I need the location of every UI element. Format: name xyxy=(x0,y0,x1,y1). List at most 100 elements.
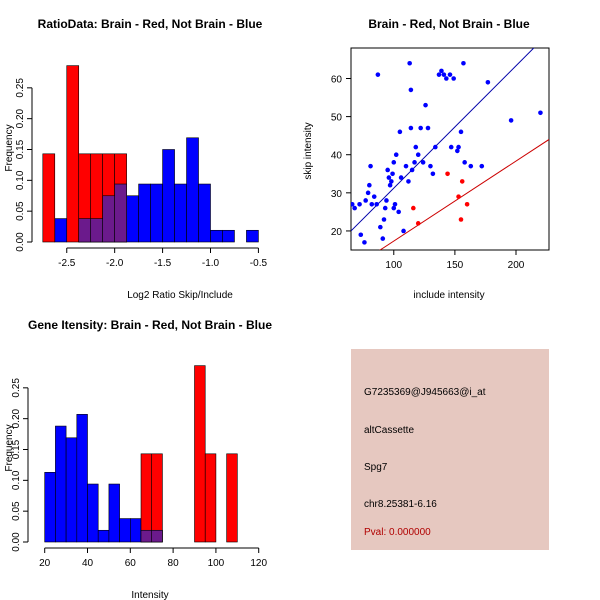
ratio-histogram-bar-not-brain-1 xyxy=(54,218,68,243)
ratio-histogram-bar-not-brain-7 xyxy=(126,195,139,243)
intensity-scatter-point-not-brain-56 xyxy=(458,129,464,135)
intensity-scatter-point-not-brain-16 xyxy=(382,205,388,211)
intensity-scatter-point-not-brain-63 xyxy=(538,110,543,116)
intensity-scatter-point-not-brain-13 xyxy=(378,224,383,230)
intensity-scatter-point-not-brain-19 xyxy=(386,175,392,180)
intensity-scatter-point-brain-6 xyxy=(464,201,470,207)
gene-intensity-histogram-x-tick-label-0: 20 xyxy=(39,558,51,569)
intensity-scatter-point-brain-4 xyxy=(458,217,464,222)
ratio-histogram-y-tick-label-3: 0.15 xyxy=(15,139,26,159)
ratio-histogram-x-tick-label-1: -2.0 xyxy=(106,258,124,269)
gene-intensity-histogram-bar-overlap-10 xyxy=(151,529,163,543)
gene-intensity-histogram-bar-brain-14 xyxy=(194,365,206,543)
intensity-scatter-point-not-brain-31 xyxy=(403,163,409,169)
ratio-histogram: RatioData: Brain - Red, Not Brain - Blue… xyxy=(4,17,267,301)
ratio-histogram-bar-not-brain-15 xyxy=(222,229,235,243)
intensity-scatter-point-not-brain-10 xyxy=(371,194,377,199)
ratio-histogram-x-tick-label-2: -1.5 xyxy=(154,258,172,269)
intensity-scatter-point-not-brain-0 xyxy=(351,201,355,207)
ratio-histogram-x-tick-label-0: -2.5 xyxy=(58,258,76,269)
ratio-histogram-bar-brain-2 xyxy=(66,65,80,243)
intensity-scatter-point-not-brain-8 xyxy=(368,163,373,169)
intensity-scatter-point-not-brain-46 xyxy=(433,144,438,150)
gene-intensity-histogram-bar-not-brain-8 xyxy=(130,518,142,543)
gene-intensity-histogram-bar-not-brain-5 xyxy=(97,529,110,543)
intensity-scatter-point-not-brain-42 xyxy=(423,102,428,108)
ratio-histogram-x-tick-label-4: -0.5 xyxy=(250,258,268,269)
ratio-histogram-x-tick-label-3: -1.0 xyxy=(202,258,220,269)
gene-intensity-histogram-x-tick-label-3: 80 xyxy=(168,558,180,569)
intensity-scatter-y-tick-label-0: 20 xyxy=(331,227,343,238)
intensity-scatter-point-not-brain-7 xyxy=(367,182,372,188)
ratio-histogram-y-tick-label-2: 0.10 xyxy=(15,170,26,190)
ratio-histogram-y-tick-label-5: 0.25 xyxy=(15,78,26,98)
probe-info-panel: G7235369@J945663@i_at altCassette Spg7 c… xyxy=(351,349,549,550)
intensity-scatter-ylabel: skip intensity xyxy=(303,122,314,179)
event-type: altCassette xyxy=(364,425,415,436)
ratio-histogram-axes: 0.00 0.05 0.10 0.15 0.20 0.25 -2.5 -2.0 -1.5 -1.0… xyxy=(15,78,267,269)
intensity-scatter-point-not-brain-26 xyxy=(393,152,399,158)
intensity-scatter-point-not-brain-37 xyxy=(412,160,417,165)
intensity-scatter-point-not-brain-20 xyxy=(387,182,393,188)
gene-intensity-histogram-bar-brain-17 xyxy=(226,453,238,543)
intensity-scatter-point-not-brain-12 xyxy=(375,72,381,77)
ratio-histogram-y-tick-label-0: 0.00 xyxy=(15,232,26,252)
intensity-scatter-point-brain-0 xyxy=(411,205,416,211)
ratio-histogram-bar-not-brain-14 xyxy=(210,229,223,243)
intensity-scatter-point-not-brain-45 xyxy=(430,171,436,177)
intensity-scatter-point-not-brain-54 xyxy=(455,148,460,154)
intensity-scatter-point-not-brain-18 xyxy=(385,167,390,173)
ratio-histogram-bar-not-brain-13 xyxy=(198,183,211,243)
ratio-histogram-bar-not-brain-8 xyxy=(138,183,151,243)
intensity-scatter-point-not-brain-11 xyxy=(374,201,379,207)
gene-intensity-histogram-bar-overlap-9 xyxy=(140,529,153,543)
probe-id: G7235369@J945663@i_at xyxy=(364,387,486,398)
ratio-histogram-bar-overlap-5 xyxy=(102,195,115,243)
gene-intensity-histogram-bar-not-brain-4 xyxy=(87,483,99,543)
gene-intensity-histogram-bar-brain-15 xyxy=(204,453,217,543)
gene-intensity-histogram-x-tick-label-4: 100 xyxy=(208,558,225,569)
ratio-histogram-bar-not-brain-9 xyxy=(150,183,163,243)
gene-intensity-histogram-bar-brain-9 xyxy=(140,453,153,543)
intensity-scatter-fit-brain xyxy=(379,139,549,250)
gene-intensity-histogram-y-tick-label-0: 0.00 xyxy=(11,532,22,552)
gene-intensity-histogram-axes: 0.00 0.05 0.10 0.15 0.20 0.25 20 40 60 80 100 120 xyxy=(11,378,267,569)
ratio-histogram-xlabel: Log2 Ratio Skip/Include xyxy=(127,290,233,301)
gene-intensity-histogram-bar-not-brain-2 xyxy=(65,437,78,543)
intensity-scatter-point-not-brain-14 xyxy=(380,236,386,241)
gene-intensity-histogram-xlabel: Intensity xyxy=(131,590,168,600)
intensity-scatter-title: Brain - Red, Not Brain - Blue xyxy=(368,17,530,31)
ratio-histogram-bar-not-brain-11 xyxy=(174,183,187,243)
intensity-scatter-point-not-brain-17 xyxy=(384,198,389,203)
gene-intensity-histogram-x-tick-label-5: 120 xyxy=(250,558,267,569)
intensity-scatter-point-not-brain-62 xyxy=(508,118,514,123)
intensity-scatter-point-not-brain-25 xyxy=(392,201,398,207)
ratio-histogram-bars xyxy=(42,65,259,243)
gene-intensity-histogram-bar-not-brain-0 xyxy=(44,472,56,543)
intensity-scatter-y-tick-label-2: 40 xyxy=(331,151,343,162)
gene-intensity-histogram-bar-not-brain-1 xyxy=(55,425,67,543)
intensity-scatter-point-not-brain-59 xyxy=(468,163,474,169)
intensity-scatter-point-not-brain-2 xyxy=(357,201,362,207)
intensity-scatter-point-not-brain-4 xyxy=(362,240,367,245)
intensity-scatter-point-not-brain-35 xyxy=(408,125,414,131)
gene-intensity-histogram-y-tick-label-5: 0.25 xyxy=(11,378,22,398)
intensity-scatter-point-not-brain-36 xyxy=(409,167,415,173)
intensity-scatter-axes: 100 150 200 20 30 40 50 60 xyxy=(331,74,525,271)
intensity-scatter-point-not-brain-23 xyxy=(391,160,397,165)
intensity-scatter-point-not-brain-30 xyxy=(401,228,406,234)
gene-intensity-histogram-bar-not-brain-3 xyxy=(76,414,88,543)
intensity-scatter-point-not-brain-55 xyxy=(456,144,461,150)
gene-intensity-histogram-y-tick-label-2: 0.10 xyxy=(11,470,22,490)
intensity-scatter-point-not-brain-1 xyxy=(352,205,357,211)
intensity-scatter-point-not-brain-61 xyxy=(485,80,491,85)
gene-intensity-histogram-bar-brain-10 xyxy=(151,453,163,543)
ratio-histogram-bar-brain-0 xyxy=(42,153,56,243)
gene-intensity-histogram-title: Gene Itensity: Brain - Red, Not Brain - … xyxy=(28,318,272,332)
intensity-scatter-point-not-brain-29 xyxy=(398,175,404,180)
ratio-histogram-bar-overlap-4 xyxy=(90,218,103,243)
intensity-scatter-point-not-brain-32 xyxy=(406,179,411,184)
intensity-scatter-plot-box xyxy=(350,47,550,251)
intensity-scatter-point-not-brain-44 xyxy=(428,163,433,169)
